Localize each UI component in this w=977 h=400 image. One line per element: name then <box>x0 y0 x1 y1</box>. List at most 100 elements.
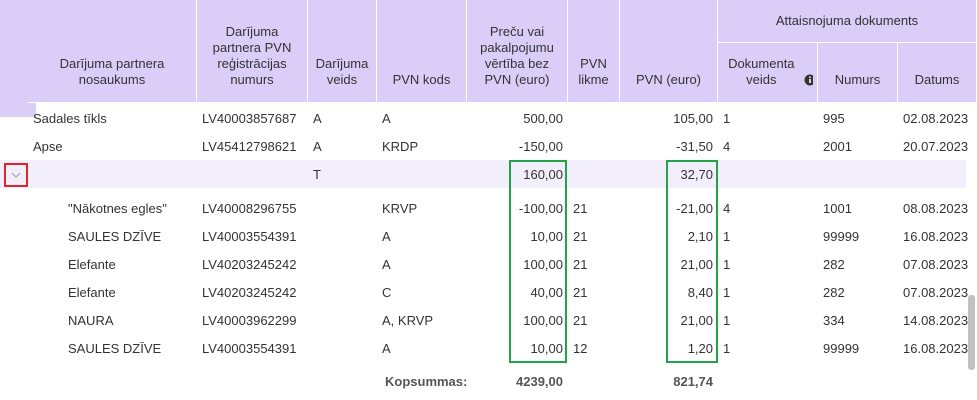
column-header[interactable]: Preču vai pakalpojumu vērtība bez PVN (e… <box>467 0 568 103</box>
table-cell: "Nākotnes egles" <box>68 200 167 216</box>
table-cell: LV40003554391 <box>202 340 297 356</box>
table-cell: LV40203245242 <box>202 256 297 272</box>
column-title: Numurs <box>834 72 881 87</box>
table-cell: -100,00 <box>518 200 563 216</box>
table-cell: 1 <box>723 110 731 126</box>
column-header[interactable]: PVN (euro) <box>620 0 718 103</box>
table-cell: 4 <box>723 138 731 154</box>
column-title: Darījuma partnera nosaukums <box>59 56 165 87</box>
table-cell: SAULES DZĪVE <box>68 228 162 244</box>
column-title: Darījuma partnera PVN reģistrācijas numu… <box>212 24 292 87</box>
table-cell: 334 <box>823 312 845 328</box>
table-cell: LV40003554391 <box>202 228 297 244</box>
table-cell: 99999 <box>823 340 860 356</box>
scrollbar-thumb[interactable] <box>968 295 975 370</box>
table-cell: 100,00 <box>523 256 563 272</box>
column-header[interactable]: Darījuma veids <box>308 0 377 103</box>
table-cell: 21 <box>573 200 588 216</box>
table-cell: T <box>313 166 321 182</box>
table-cell: A <box>382 110 391 126</box>
expand-toggle[interactable] <box>4 163 28 187</box>
table-cell: -150,00 <box>518 138 563 154</box>
table-cell: 21 <box>573 256 588 272</box>
table-cell: 1,20 <box>687 340 713 356</box>
table-cell: 21 <box>573 228 588 244</box>
table-cell: Sadales tīkls <box>33 110 107 126</box>
table-cell: 07.08.2023 <box>903 284 969 300</box>
column-header[interactable]: PVN likme <box>568 0 620 103</box>
table-cell: A, KRVP <box>382 312 434 328</box>
column-title: PVN likme <box>578 56 609 87</box>
table-cell: LV40203245242 <box>202 284 297 300</box>
column-header[interactable]: Numurs <box>818 43 898 103</box>
table-cell: 2001 <box>823 138 852 154</box>
column-header[interactable]: PVN kods <box>377 0 467 103</box>
table-cell: KRVP <box>382 200 418 216</box>
column-title: PVN (euro) <box>635 72 702 87</box>
table-cell: KRDP <box>382 138 419 154</box>
table-cell: 21 <box>573 284 588 300</box>
column-title: Preču vai pakalpojumu vērtība bez PVN (e… <box>480 24 554 87</box>
group-header: Attaisnojuma dokuments <box>718 0 977 43</box>
table-cell: A <box>382 228 391 244</box>
column-title: Datums <box>914 72 960 87</box>
table-cell: 1 <box>723 228 731 244</box>
table-cell: 282 <box>823 256 845 272</box>
highlight-box <box>666 160 718 363</box>
table-cell: 1 <box>723 284 731 300</box>
table-cell: 07.08.2023 <box>903 256 969 272</box>
table-cell: LV40008296755 <box>202 200 297 216</box>
table-cell: 282 <box>823 284 845 300</box>
table-cell: 105,00 <box>673 110 713 126</box>
table-cell: NAURA <box>68 312 114 328</box>
table-cell: 10,00 <box>530 340 563 356</box>
info-icon[interactable] <box>804 74 813 86</box>
table-cell: 1 <box>723 256 731 272</box>
table-cell: C <box>382 284 392 300</box>
table-cell: -31,50 <box>676 138 713 154</box>
table-cell: -21,00 <box>676 200 713 216</box>
group-row-bg <box>0 160 966 188</box>
table-cell: 99999 <box>823 228 860 244</box>
table-cell: 16.08.2023 <box>903 340 969 356</box>
table-cell: 2,10 <box>687 228 713 244</box>
table-cell: 160,00 <box>523 166 563 182</box>
table-cell: 995 <box>823 110 845 126</box>
column-header[interactable]: Darījuma partnera PVN reģistrācijas numu… <box>197 0 308 103</box>
totals-value: 4239,00 <box>516 373 563 389</box>
table-cell: LV45412798621 <box>202 138 297 154</box>
table-cell: 8,40 <box>687 284 713 300</box>
table-cell: 4 <box>723 200 731 216</box>
table-cell: SAULES DZĪVE <box>68 340 162 356</box>
table-cell: 14.08.2023 <box>903 312 969 328</box>
table-cell: 1 <box>723 312 731 328</box>
column-title: PVN kods <box>392 72 451 87</box>
table-cell: 12 <box>573 340 588 356</box>
table-cell: 21,00 <box>680 312 713 328</box>
table-cell: 500,00 <box>523 110 563 126</box>
totals-vat: 821,74 <box>673 373 713 389</box>
table-cell: A <box>382 256 391 272</box>
table-cell: Apse <box>33 138 63 154</box>
column-header[interactable]: Datums <box>898 43 977 103</box>
table-cell: Elefante <box>68 256 116 272</box>
table-cell: 40,00 <box>530 284 563 300</box>
table-cell: 1001 <box>823 200 852 216</box>
chevron-icon <box>11 172 21 178</box>
column-header[interactable]: Dokumenta veids <box>718 43 818 103</box>
table-cell: 32,70 <box>680 166 713 182</box>
table-cell: 10,00 <box>530 228 563 244</box>
totals-label: Kopsummas: <box>385 373 468 389</box>
column-title: Dokumenta veids <box>728 56 795 87</box>
column-title: Darījuma veids <box>315 56 369 87</box>
table-cell: 08.08.2023 <box>903 200 969 216</box>
table-cell: 1 <box>723 340 731 356</box>
table-cell: 21 <box>573 312 588 328</box>
table-cell: A <box>382 340 391 356</box>
table-cell: LV40003962299 <box>202 312 297 328</box>
table-cell: A <box>313 110 322 126</box>
column-header[interactable]: Darījuma partnera nosaukums <box>28 0 197 103</box>
table-cell: 20.07.2023 <box>903 138 969 154</box>
table-cell: 21,00 <box>680 256 713 272</box>
